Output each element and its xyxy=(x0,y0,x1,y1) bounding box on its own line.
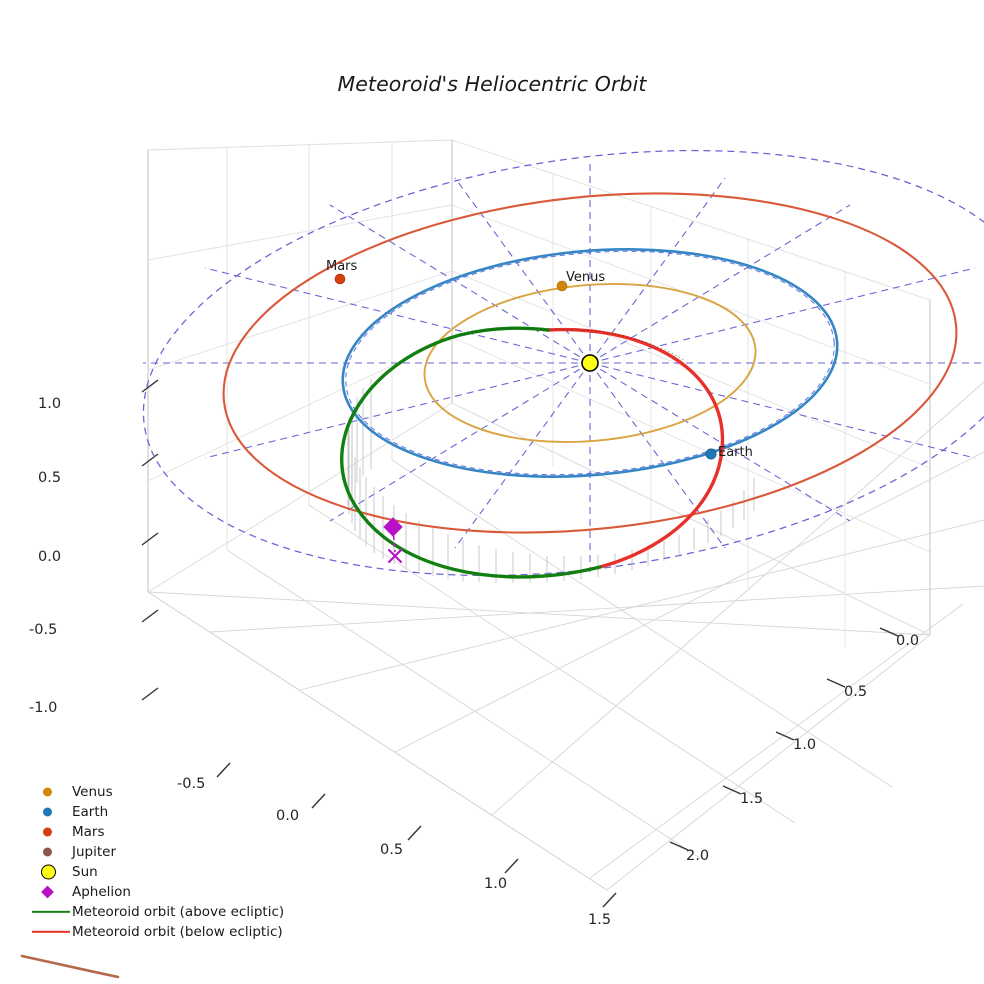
x-tick-1.5: 1.5 xyxy=(588,912,612,928)
dot-swatch xyxy=(43,807,52,817)
mars-orbit xyxy=(222,192,958,534)
circle-marker-icon xyxy=(30,802,72,822)
aphelion-marker xyxy=(383,517,403,537)
earth-marker xyxy=(705,448,717,460)
line-swatch-icon xyxy=(30,902,72,922)
circle-marker-icon xyxy=(30,842,72,862)
legend-item-label: Sun xyxy=(72,864,98,880)
dot-swatch xyxy=(41,864,56,880)
x-tick-0.5: 0.5 xyxy=(380,842,404,858)
legend-item-label: Meteoroid orbit (below ecliptic) xyxy=(72,924,283,940)
legend: Venus Earth Mars Jupiter Sun Aphelion Meteoroi… xyxy=(30,782,300,942)
axis-spines xyxy=(147,140,931,635)
line-swatch-icon xyxy=(30,922,72,942)
y-tick-1.5: 1.5 xyxy=(740,791,764,807)
legend-item[interactable]: Meteoroid orbit (above ecliptic) xyxy=(30,902,300,922)
dot-swatch xyxy=(43,847,52,857)
radial-guide-lines xyxy=(143,160,984,572)
meteoroid-orbit-node-dots xyxy=(459,327,685,361)
circle-marker-icon xyxy=(30,782,72,802)
x-tick-1.0: 1.0 xyxy=(484,876,508,892)
legend-item-label: Mars xyxy=(72,824,105,840)
legend-item[interactable]: Jupiter xyxy=(30,842,300,862)
legend-item-label: Jupiter xyxy=(72,844,117,860)
venus-orbit xyxy=(423,283,757,443)
mars-label: Mars xyxy=(326,259,358,274)
x-tick-0.0: 0.0 xyxy=(276,808,300,824)
legend-item[interactable]: Meteoroid orbit (below ecliptic) xyxy=(30,922,300,942)
jupiter-orbit-lower-arc xyxy=(20,954,120,979)
z-tick-0.0: 0.0 xyxy=(38,549,62,565)
z-tick-1.0: 1.0 xyxy=(38,396,62,412)
axes-panes xyxy=(147,139,931,891)
line-swatch xyxy=(32,930,70,934)
venus-marker xyxy=(556,280,568,292)
y-tick-0.0: 0.0 xyxy=(896,633,920,649)
legend-item[interactable]: Mars xyxy=(30,822,300,842)
diamond-marker-icon xyxy=(30,882,72,902)
earth-label: Earth xyxy=(718,445,753,460)
sun-marker xyxy=(581,354,599,372)
legend-item-label: Meteoroid orbit (above ecliptic) xyxy=(72,904,285,920)
legend-item[interactable]: Earth xyxy=(30,802,300,822)
z-tick--1.0: -1.0 xyxy=(29,700,58,716)
earth-orbit-dashed-overlay xyxy=(345,250,835,476)
page-title: Meteoroid's Heliocentric Orbit xyxy=(337,72,647,96)
legend-item-label: Venus xyxy=(72,784,113,800)
y-tick-0.5: 0.5 xyxy=(844,684,868,700)
jupiter-orbit xyxy=(142,149,984,577)
venus-label: Venus xyxy=(566,270,606,285)
aphelion-projection-x-marker xyxy=(387,548,403,564)
floor-grid xyxy=(147,381,984,891)
z-tick--0.5: -0.5 xyxy=(29,622,58,638)
dot-swatch xyxy=(43,787,52,797)
earth-orbit xyxy=(341,248,839,478)
legend-item[interactable]: Sun xyxy=(30,862,300,882)
sun-marker-icon xyxy=(30,862,72,882)
line-swatch xyxy=(32,910,70,914)
y-tick-2.0: 2.0 xyxy=(686,848,710,864)
legend-item-label: Aphelion xyxy=(72,884,131,900)
x-tick--0.5: -0.5 xyxy=(177,776,206,792)
y-tick-1.0: 1.0 xyxy=(793,737,817,753)
legend-item-label: Earth xyxy=(72,804,109,820)
meteoroid-projection-stems xyxy=(347,379,755,583)
legend-item[interactable]: Aphelion xyxy=(30,882,300,902)
legend-item[interactable]: Venus xyxy=(30,782,300,802)
meteoroid-orbit-below-ecliptic xyxy=(546,327,725,569)
circle-marker-icon xyxy=(30,822,72,842)
dot-swatch xyxy=(43,827,52,837)
z-tick-0.5: 0.5 xyxy=(38,470,62,486)
mars-marker xyxy=(334,273,346,285)
axis-ticks xyxy=(141,379,899,908)
diamond-swatch xyxy=(41,885,54,899)
